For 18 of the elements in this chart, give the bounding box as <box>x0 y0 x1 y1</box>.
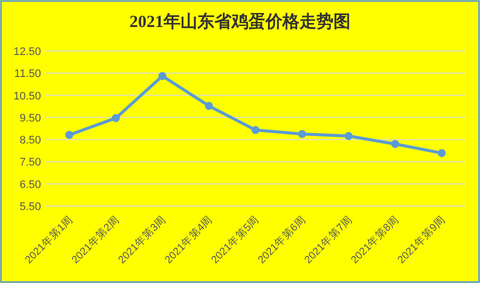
point <box>252 126 260 134</box>
chart-title: 2021年山东省鸡蛋价格走势图 <box>130 12 350 31</box>
point <box>438 149 446 158</box>
point <box>65 130 74 139</box>
point <box>391 140 400 148</box>
point <box>344 132 353 140</box>
point <box>204 102 213 110</box>
y-tick-label: 10.50 <box>13 90 41 102</box>
y-tick-label: 9.50 <box>20 112 41 124</box>
y-tick-label: 5.50 <box>20 201 41 213</box>
y-tick-label: 6.50 <box>20 178 41 191</box>
point <box>298 130 306 138</box>
y-tick-label: 8.50 <box>20 134 41 147</box>
y-tick-label: 12.50 <box>13 46 41 58</box>
point <box>112 114 120 122</box>
point <box>158 72 166 80</box>
y-tick-label: 11.50 <box>14 68 41 80</box>
y-tick-label: 7.50 <box>20 156 41 169</box>
